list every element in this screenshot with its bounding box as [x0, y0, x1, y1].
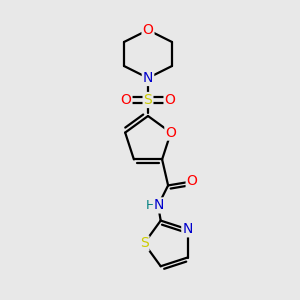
- Text: S: S: [144, 93, 152, 107]
- Text: O: O: [142, 23, 153, 37]
- Text: N: N: [143, 71, 153, 85]
- Text: N: N: [182, 222, 193, 236]
- Text: O: O: [165, 93, 176, 107]
- Text: S: S: [140, 236, 148, 250]
- Text: H: H: [146, 199, 155, 212]
- Text: O: O: [187, 174, 197, 188]
- Text: O: O: [121, 93, 131, 107]
- Text: N: N: [154, 198, 164, 212]
- Text: O: O: [165, 126, 176, 140]
